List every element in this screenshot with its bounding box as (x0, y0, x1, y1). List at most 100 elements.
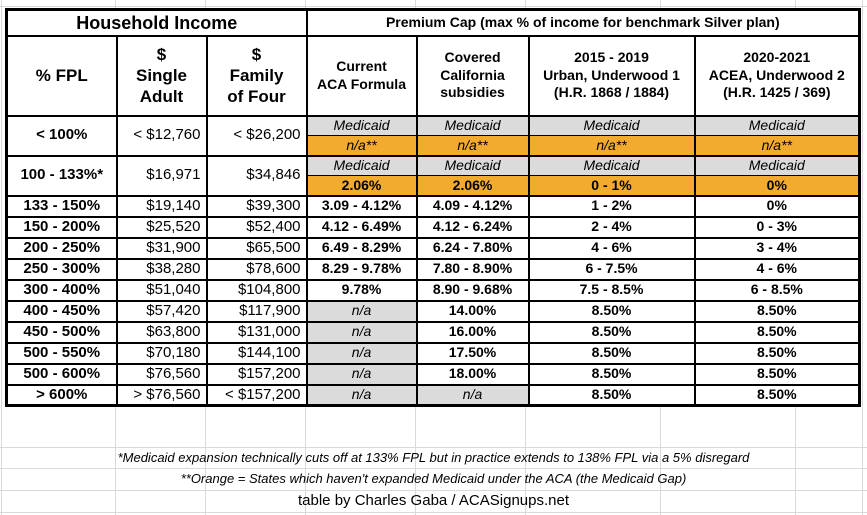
family-income-cell: $157,200 (205, 362, 308, 386)
covered-ca-cell: n/a (415, 383, 530, 407)
acea-underwood-cell: 8.50% (693, 383, 861, 407)
urban-underwood-cell: 8.50% (527, 383, 696, 407)
acea-underwood-cell: Medicaid (693, 154, 861, 176)
fpl-range-cell: 150 - 200% (5, 215, 118, 239)
family-income-cell: $117,900 (205, 299, 308, 323)
table-row: > 600% > $76,560 < $157,200 n/a n/a 8.50… (5, 383, 861, 407)
urban-underwood-cell: 8.50% (527, 299, 696, 323)
acea-underwood-cell: n/a** (693, 135, 861, 157)
table-row: 2.06% 2.06% 0 - 1% 0% (7, 175, 861, 197)
aca-formula-cell: 8.29 - 9.78% (305, 257, 418, 281)
col-header-acea-underwood-2: 2020-2021 ACEA, Underwood 2 (H.R. 1425 /… (693, 34, 861, 117)
col-header-covered-california: Covered California subsidies (415, 34, 530, 117)
covered-ca-cell: 17.50% (415, 341, 530, 365)
covered-ca-cell: 18.00% (415, 362, 530, 386)
aca-formula-cell: n/a (305, 320, 418, 344)
single-adult-income-cell: $51,040 (115, 278, 208, 302)
acea-underwood-cell: 8.50% (693, 362, 861, 386)
urban-underwood-cell: 8.50% (527, 362, 696, 386)
gridline (862, 0, 863, 515)
covered-ca-cell: 2.06% (415, 175, 530, 197)
table-group-header-row: Household Income Premium Cap (max % of i… (5, 8, 861, 37)
table-row: 300 - 400% $51,040 $104,800 9.78% 8.90 -… (5, 278, 861, 302)
gridline (0, 6, 867, 7)
covered-ca-cell: 4.12 - 6.24% (415, 215, 530, 239)
aca-formula-cell: Medicaid (305, 114, 418, 136)
table-row: 250 - 300% $38,280 $78,600 8.29 - 9.78% … (5, 257, 861, 281)
family-income-cell: $39,300 (205, 194, 308, 218)
family-income-cell: $104,800 (205, 278, 308, 302)
aca-formula-cell: 2.06% (305, 175, 418, 197)
single-adult-income-cell: $63,800 (115, 320, 208, 344)
gridline (0, 447, 867, 448)
aca-formula-cell: 3.09 - 4.12% (305, 194, 418, 218)
fpl-range-cell: 200 - 250% (5, 236, 118, 260)
family-income-cell: $131,000 (205, 320, 308, 344)
covered-ca-cell: Medicaid (415, 154, 530, 176)
table-row: 200 - 250% $31,900 $65,500 6.49 - 8.29% … (5, 236, 861, 260)
family-income-cell: $34,846 (205, 154, 308, 197)
acea-underwood-cell: 6 - 8.5% (693, 278, 861, 302)
urban-underwood-cell: 8.50% (527, 320, 696, 344)
aca-formula-cell: 6.49 - 8.29% (305, 236, 418, 260)
aca-formula-cell: n/a (305, 383, 418, 407)
aca-formula-cell: n/a (305, 362, 418, 386)
acea-underwood-cell: 8.50% (693, 341, 861, 365)
urban-underwood-cell: 8.50% (527, 341, 696, 365)
family-income-cell: $65,500 (205, 236, 308, 260)
single-adult-income-cell: $38,280 (115, 257, 208, 281)
aca-formula-cell: 4.12 - 6.49% (305, 215, 418, 239)
urban-underwood-cell: 0 - 1% (527, 175, 696, 197)
family-income-cell: $78,600 (205, 257, 308, 281)
col-header-single-adult: $ Single Adult (115, 34, 208, 117)
acea-underwood-cell: 0 - 3% (693, 215, 861, 239)
aca-formula-cell: n/a (305, 299, 418, 323)
family-income-cell: $144,100 (205, 341, 308, 365)
footnote-medicaid-expansion: *Medicaid expansion technically cuts off… (117, 450, 750, 465)
urban-underwood-cell: n/a** (527, 135, 696, 157)
acea-underwood-cell: 0% (693, 194, 861, 218)
fpl-range-cell: 400 - 450% (5, 299, 118, 323)
single-adult-income-cell: > $76,560 (115, 383, 208, 407)
urban-underwood-cell: 2 - 4% (527, 215, 696, 239)
table-row: 450 - 500% $63,800 $131,000 n/a 16.00% 8… (5, 320, 861, 344)
table-row: 150 - 200% $25,520 $52,400 4.12 - 6.49% … (5, 215, 861, 239)
family-income-cell: $52,400 (205, 215, 308, 239)
table-row: 500 - 550% $70,180 $144,100 n/a 17.50% 8… (5, 341, 861, 365)
aca-formula-cell: n/a** (305, 135, 418, 157)
table-row: 500 - 600% $76,560 $157,200 n/a 18.00% 8… (5, 362, 861, 386)
urban-underwood-cell: Medicaid (527, 154, 696, 176)
gridline (0, 512, 867, 513)
single-adult-income-cell: $31,900 (115, 236, 208, 260)
single-adult-income-cell: < $12,760 (115, 114, 208, 157)
col-header-fpl: % FPL (5, 34, 118, 117)
single-adult-income-cell: $70,180 (115, 341, 208, 365)
covered-ca-cell: 7.80 - 8.90% (415, 257, 530, 281)
family-income-cell: < $157,200 (205, 383, 308, 407)
covered-ca-cell: 6.24 - 7.80% (415, 236, 530, 260)
fpl-range-cell: > 600% (5, 383, 118, 407)
aca-formula-cell: Medicaid (305, 154, 418, 176)
fpl-range-cell: 250 - 300% (5, 257, 118, 281)
urban-underwood-cell: 1 - 2% (527, 194, 696, 218)
covered-ca-cell: 4.09 - 4.12% (415, 194, 530, 218)
fpl-range-cell: 450 - 500% (5, 320, 118, 344)
table-row: 400 - 450% $57,420 $117,900 n/a 14.00% 8… (5, 299, 861, 323)
single-adult-income-cell: $57,420 (115, 299, 208, 323)
urban-underwood-cell: 6 - 7.5% (527, 257, 696, 281)
col-header-urban-underwood-1: 2015 - 2019 Urban, Underwood 1 (H.R. 186… (527, 34, 696, 117)
col-header-current-aca: Current ACA Formula (305, 34, 418, 117)
fpl-range-cell: 300 - 400% (5, 278, 118, 302)
urban-underwood-cell: 7.5 - 8.5% (527, 278, 696, 302)
urban-underwood-cell: Medicaid (527, 114, 696, 136)
fpl-range-cell: 133 - 150% (5, 194, 118, 218)
single-adult-income-cell: $16,971 (115, 154, 208, 197)
acea-underwood-cell: 8.50% (693, 299, 861, 323)
household-income-header: Household Income (5, 8, 308, 37)
table-row: < 100% < $12,760 < $26,200 Medicaid Medi… (5, 114, 861, 157)
table-row: 133 - 150% $19,140 $39,300 3.09 - 4.12% … (5, 194, 861, 218)
fpl-range-cell: 500 - 600% (5, 362, 118, 386)
single-adult-income-cell: $25,520 (115, 215, 208, 239)
single-adult-income-cell: $19,140 (115, 194, 208, 218)
